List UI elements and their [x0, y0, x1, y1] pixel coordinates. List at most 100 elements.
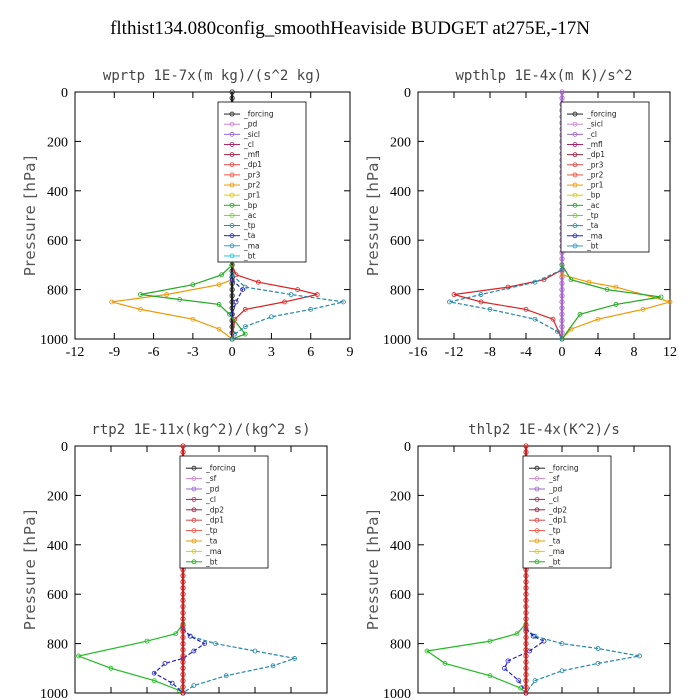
data-point [523, 628, 529, 634]
data-point [270, 663, 276, 669]
x-tick-label: -12 [66, 345, 85, 360]
panel-title: rtp2 1E-11x(kg^2)/(kg^2 s) [91, 422, 310, 438]
data-point [523, 678, 529, 684]
data-point [595, 646, 601, 651]
y-tick-label: 200 [390, 489, 411, 504]
legend-entry: _tp [586, 211, 599, 220]
legend-marker [229, 233, 235, 239]
legend-marker [229, 253, 235, 259]
y-tick-label: 1000 [383, 333, 411, 348]
y-axis-label: Pressure [hPa] [364, 155, 382, 277]
y-tick-label: 800 [390, 284, 411, 299]
data-point [269, 314, 274, 320]
data-point [523, 690, 529, 696]
legend-marker [534, 559, 540, 565]
data-point [640, 306, 646, 312]
x-tick-label: 6 [307, 345, 314, 360]
data-point [559, 311, 565, 317]
data-point [252, 648, 258, 654]
data-point [180, 603, 186, 610]
x-tick-label: 9 [347, 345, 354, 360]
legend-entry: _ma [586, 231, 603, 240]
legend-entry: _ta [548, 537, 560, 546]
data-point [505, 284, 511, 290]
data-point [180, 597, 186, 603]
figure-title: flthist134.080config_smoothHeaviside BUD… [110, 18, 590, 39]
data-point [229, 89, 235, 95]
y-tick-label: 400 [47, 185, 68, 200]
data-point [229, 286, 235, 293]
legend-entry: _ma [243, 241, 260, 250]
y-tick-label: 400 [47, 539, 68, 554]
legend-entry: _mfl [243, 150, 260, 159]
legend-entry: _dp2 [548, 505, 567, 514]
data-point [523, 591, 529, 597]
panel-title: thlp2 1E-4x(K^2)/s [468, 422, 620, 438]
y-tick-label: 600 [47, 588, 68, 603]
data-point [187, 633, 193, 639]
legend-entry: _tp [548, 526, 561, 535]
x-tick-label: -12 [445, 345, 464, 360]
series-line-pr2 [561, 274, 673, 340]
series-line-dp1 [76, 623, 184, 694]
data-point [523, 449, 529, 455]
data-point [295, 287, 301, 293]
data-point [514, 631, 520, 637]
data-point [604, 287, 610, 293]
data-point [180, 647, 186, 653]
legend-entry: _pd [243, 120, 258, 129]
y-tick-label: 1000 [40, 333, 68, 348]
legend-entry: _dp1 [205, 516, 224, 525]
data-point [229, 280, 235, 287]
legend-entry: _dp1 [243, 160, 262, 169]
legend-entry: _pr2 [586, 170, 604, 179]
data-point [559, 299, 565, 305]
legend-marker [229, 172, 235, 178]
panel-title: wpthlp 1E-4x(m K)/s^2 [455, 68, 632, 84]
data-point [180, 579, 186, 585]
series-line-tp [231, 274, 344, 340]
data-point [451, 292, 457, 297]
data-point [595, 660, 601, 666]
series-line-ta [153, 628, 206, 694]
data-point [109, 299, 115, 305]
legend-entry: _bp [586, 191, 601, 200]
series-line-ta [231, 279, 244, 315]
legend-marker [191, 538, 197, 544]
legend-marker [534, 486, 540, 492]
data-point [487, 306, 493, 312]
data-point [180, 659, 186, 665]
legend-entry: _forcing [243, 110, 274, 119]
data-point [229, 95, 235, 101]
legend-marker [572, 223, 578, 229]
panel-title: wprtp 1E-7x(m kg)/(s^2 kg) [103, 68, 322, 84]
legend-marker [229, 223, 235, 228]
data-point [559, 262, 565, 268]
legend-marker [229, 131, 235, 137]
legend-entry: _tp [205, 526, 218, 535]
y-tick-label: 0 [404, 440, 411, 455]
data-point [523, 659, 529, 665]
data-point [180, 671, 186, 678]
data-point [76, 653, 81, 659]
data-point [180, 443, 186, 449]
data-point [229, 272, 235, 278]
legend-marker [229, 152, 235, 158]
data-point [180, 622, 186, 628]
plot-frame [417, 91, 671, 340]
legend-marker [191, 549, 197, 554]
data-point [180, 684, 186, 690]
data-point [229, 336, 235, 342]
x-tick-label: 12 [663, 345, 677, 360]
data-point [176, 688, 182, 693]
y-axis-label: Pressure [hPa] [364, 509, 382, 631]
data-point [523, 622, 529, 628]
legend-marker [191, 507, 197, 513]
data-point [108, 665, 114, 671]
data-point [162, 660, 168, 666]
y-tick-label: 800 [47, 284, 68, 299]
legend-marker [572, 131, 578, 137]
legend: _forcing_pd_sicl_cl_mfl_dp1_pr3_pr2_pr1_… [217, 101, 307, 263]
data-point [559, 324, 565, 330]
y-tick-label: 200 [47, 135, 68, 150]
